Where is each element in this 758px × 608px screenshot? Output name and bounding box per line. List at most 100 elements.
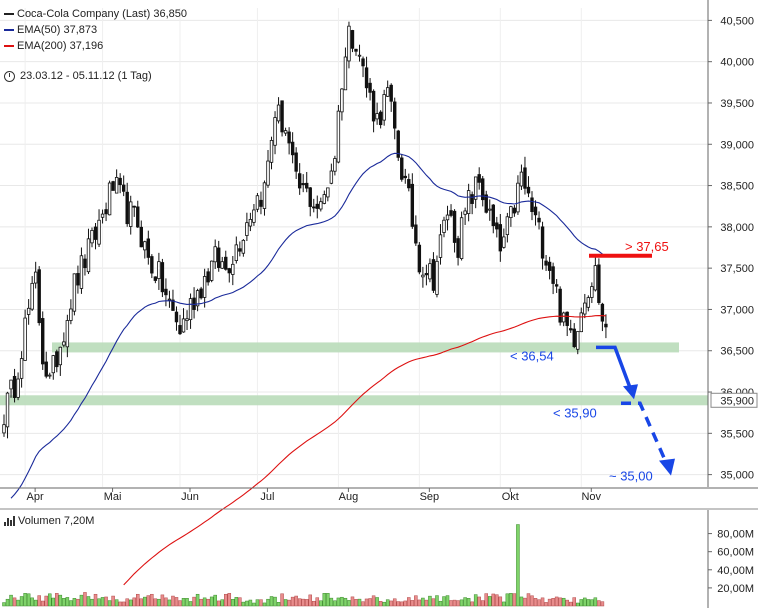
volume-bar — [234, 597, 239, 607]
candle-body — [234, 244, 239, 262]
time-axis: Apr Mai Jun Jul Aug Sep Okt Nov — [0, 487, 758, 510]
candle-body — [62, 341, 66, 346]
price-axis: 40,500 40,000 39,500 39,000 38,500 38,000 37,5… — [707, 0, 758, 487]
volume-bar — [224, 593, 228, 607]
volume-tick-label: 40,00M — [717, 565, 754, 577]
volume-bar — [371, 595, 376, 607]
candle-body — [290, 141, 295, 156]
volume-tick-label: 60,00M — [717, 547, 754, 559]
candle-body — [576, 331, 580, 350]
annotation-label: < 36,54 — [510, 348, 554, 363]
legend-swatch-ema50 — [4, 29, 14, 31]
volume-bar — [340, 596, 344, 607]
volume-bar — [2, 602, 6, 607]
volume-bar — [153, 598, 158, 607]
volume-bar — [146, 595, 151, 607]
candle-body — [72, 273, 77, 312]
volume-bar — [568, 601, 573, 607]
volume-bar — [62, 598, 66, 607]
candle-body — [111, 181, 115, 191]
price-tick-label: 39,500 — [720, 98, 754, 110]
candle-body — [382, 94, 386, 121]
volume-bar — [326, 593, 330, 607]
candle-body — [181, 318, 186, 333]
candle-body — [424, 273, 429, 276]
candle-body — [276, 104, 281, 122]
candle-body — [526, 186, 531, 194]
volume-bar — [167, 599, 172, 607]
volume-bar — [572, 597, 576, 607]
volume-bar — [19, 596, 24, 607]
candle-body — [297, 173, 302, 189]
volume-bar — [312, 600, 316, 607]
volume-bar — [231, 599, 235, 607]
volume-bar — [252, 602, 256, 607]
candle-body — [481, 178, 485, 201]
support-zone-36-54 — [52, 342, 679, 353]
volume-bar — [547, 598, 552, 607]
volume-bar — [12, 597, 17, 607]
volume-bar — [248, 599, 253, 607]
candle-body — [93, 226, 98, 240]
volume-bar — [530, 595, 534, 607]
candle-body — [544, 260, 548, 266]
annotations: > 37,65 < 36,54 < 35,90 ~ 35,00 — [510, 239, 669, 484]
candle-body — [44, 361, 48, 377]
volume-bar — [259, 599, 263, 607]
candle-body — [473, 176, 478, 200]
candle-body — [167, 298, 172, 301]
candle-body — [107, 182, 112, 216]
volume-bar — [319, 600, 323, 607]
volume-bar — [290, 596, 295, 607]
volume-bar — [192, 596, 196, 607]
volume-bar — [185, 598, 189, 607]
candle-body — [227, 268, 231, 274]
volume-bar — [350, 596, 355, 607]
candle-body — [185, 318, 189, 321]
volume-bar — [216, 600, 221, 607]
volume-bar — [301, 598, 305, 607]
volume-bar — [107, 600, 112, 607]
candle-body — [350, 30, 355, 49]
volume-bar — [33, 599, 38, 607]
volume-bar — [157, 598, 161, 607]
candle-body — [206, 271, 210, 283]
candle-body — [266, 160, 270, 186]
volume-bar — [139, 598, 144, 607]
volume-bar — [199, 598, 203, 607]
volume-bar — [403, 600, 408, 607]
candle-body — [125, 191, 129, 225]
volume-bar — [114, 599, 119, 607]
price-tick-label: 35,500 — [720, 428, 754, 440]
volume-bar — [414, 595, 418, 607]
volume-axis: 80,00M 60,00M 40,00M 20,00M — [707, 510, 754, 608]
candle-body — [579, 312, 583, 333]
volume-bars-icon — [4, 516, 15, 526]
time-tick-label: Jul — [260, 491, 274, 503]
candle-body — [121, 184, 126, 192]
candle-body — [495, 222, 499, 230]
price-tick-label: 38,500 — [720, 181, 754, 193]
volume-bar — [396, 601, 400, 607]
candle-body — [463, 210, 467, 215]
legend-ema50: EMA(50) 37,873 — [4, 22, 187, 38]
volume-bar — [389, 600, 393, 607]
clock-icon — [4, 70, 15, 82]
volume-bar — [449, 600, 453, 607]
candle-body — [23, 317, 27, 361]
volume-bar — [509, 593, 513, 607]
volume-bar — [459, 599, 464, 607]
volume-label: Volumen 7,20M — [4, 515, 94, 527]
time-tick-label: Sep — [420, 491, 440, 503]
candle-body — [157, 261, 161, 279]
volume-bar — [171, 595, 175, 607]
volume-bar — [477, 596, 481, 607]
volume-bar — [526, 593, 531, 607]
candle-body — [438, 234, 443, 258]
candle-body — [248, 219, 253, 227]
candle-body — [357, 54, 362, 57]
candle-body — [79, 255, 84, 289]
volume-bar — [343, 597, 348, 607]
candle-body — [336, 110, 341, 163]
